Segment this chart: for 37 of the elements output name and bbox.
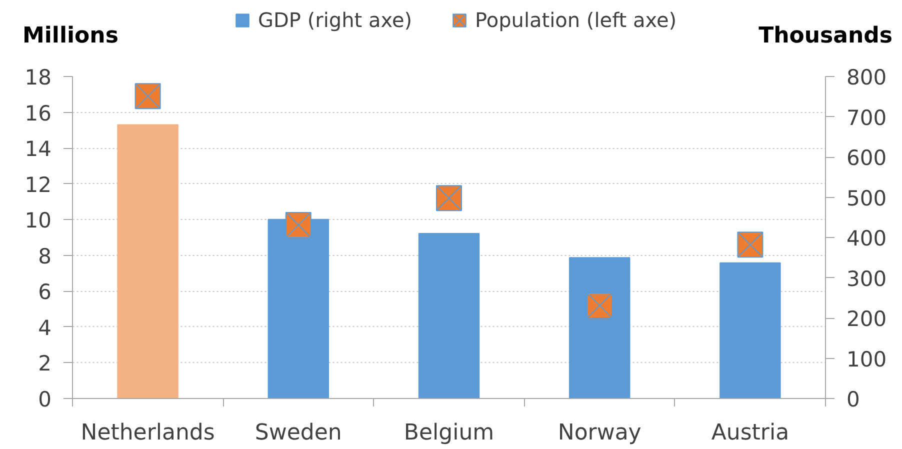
y2-tick-label: 700: [846, 106, 887, 130]
y-tick-label: 12: [24, 172, 52, 197]
y-tick-label: 4: [38, 316, 52, 340]
y-tick-label: 16: [24, 101, 52, 126]
y2-tick-label: 500: [846, 186, 887, 210]
y2-tick-label: 100: [846, 347, 887, 372]
y-tick-label: 14: [24, 137, 52, 162]
y2-tick-label: 800: [846, 66, 887, 90]
y2-tick-label: 0: [846, 388, 860, 412]
point: [285, 212, 312, 238]
y-tick-label: 8: [38, 244, 52, 268]
y-axis-title: Millions: [22, 24, 118, 48]
point: [436, 185, 462, 212]
bar: [117, 124, 178, 398]
y-tick-label: 6: [38, 280, 52, 304]
x-tick-label: Austria: [711, 420, 790, 446]
x-tick-label: Belgium: [404, 420, 494, 446]
legend-label: Population (left axe): [475, 8, 677, 32]
y2-tick-label: 300: [846, 266, 887, 291]
bar: [418, 232, 480, 398]
legend-label: GDP (right axe): [258, 8, 412, 32]
y-tick-label: 10: [24, 208, 52, 233]
y-tick-label: 0: [38, 388, 52, 412]
y2-tick-label: 600: [846, 146, 887, 170]
x-tick-label: Netherlands: [80, 420, 215, 446]
y2-tick-label: 200: [846, 307, 887, 331]
bar: [568, 257, 630, 398]
point: [134, 83, 161, 110]
x-tick-label: Norway: [558, 420, 642, 446]
y-tick-label: 18: [24, 66, 52, 90]
y2-tick-label: 400: [846, 226, 887, 250]
bar: [720, 262, 781, 398]
point: [586, 292, 613, 318]
point: [737, 232, 764, 258]
y-tick-label: 2: [38, 352, 52, 376]
y2-axis-title: Thousands: [758, 24, 892, 48]
x-tick-label: Sweden: [254, 420, 342, 446]
